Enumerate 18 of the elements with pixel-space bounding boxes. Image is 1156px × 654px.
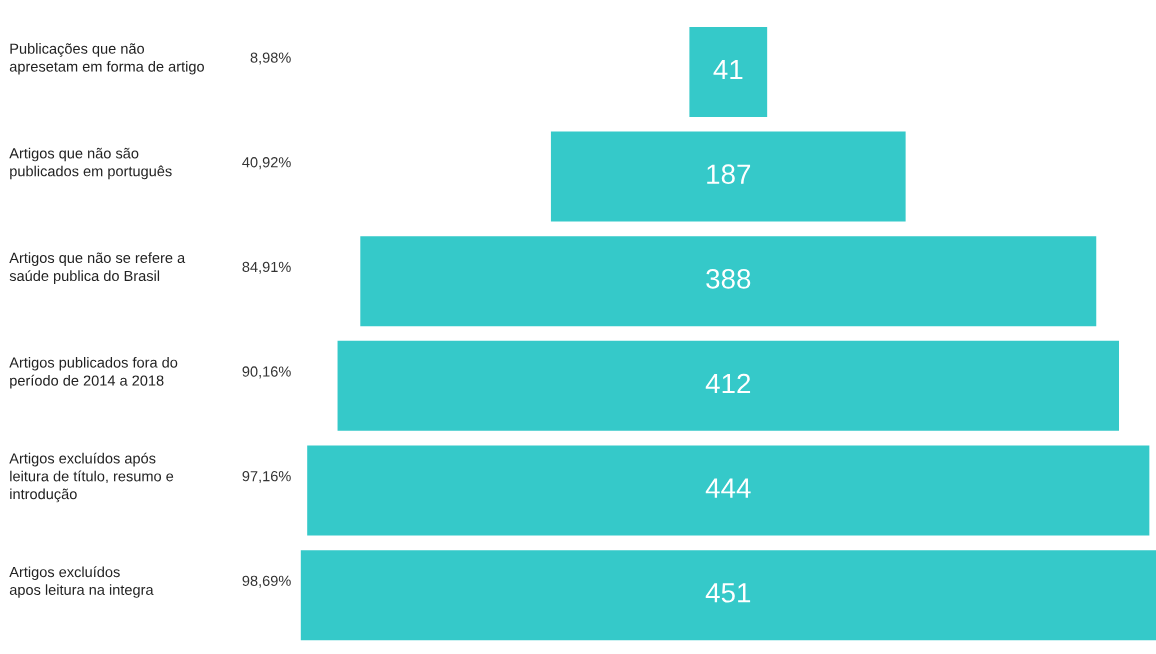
data-label: 451 bbox=[705, 583, 751, 603]
category-label: Artigos excluídos apos leitura na integra bbox=[9, 566, 154, 598]
data-label: 97,16% bbox=[242, 471, 291, 484]
category-label: Artigos publicados fora do período de 2014 a 2018 bbox=[9, 356, 178, 389]
category-label: Artigos que não se refere a saúde publica do Brasil bbox=[9, 252, 186, 284]
category-label: Artigos excluídos após leitura de título, resumo e introdução bbox=[9, 452, 174, 503]
category-label: Artigos que não são publicados em português bbox=[9, 147, 172, 180]
data-label: 40,92% bbox=[242, 157, 291, 170]
data-label: 84,91% bbox=[242, 261, 291, 274]
data-label: 412 bbox=[705, 373, 751, 394]
data-label: 90,16% bbox=[242, 366, 291, 379]
data-label: 98,69% bbox=[242, 575, 291, 588]
data-label: 187 bbox=[707, 164, 751, 185]
data-label: 388 bbox=[706, 269, 751, 289]
data-label: 8,98% bbox=[250, 52, 291, 65]
category-label: Publicações que não apresetam em forma de artigo bbox=[9, 43, 204, 75]
data-label: 444 bbox=[705, 478, 751, 498]
data-label: 41 bbox=[713, 60, 743, 80]
